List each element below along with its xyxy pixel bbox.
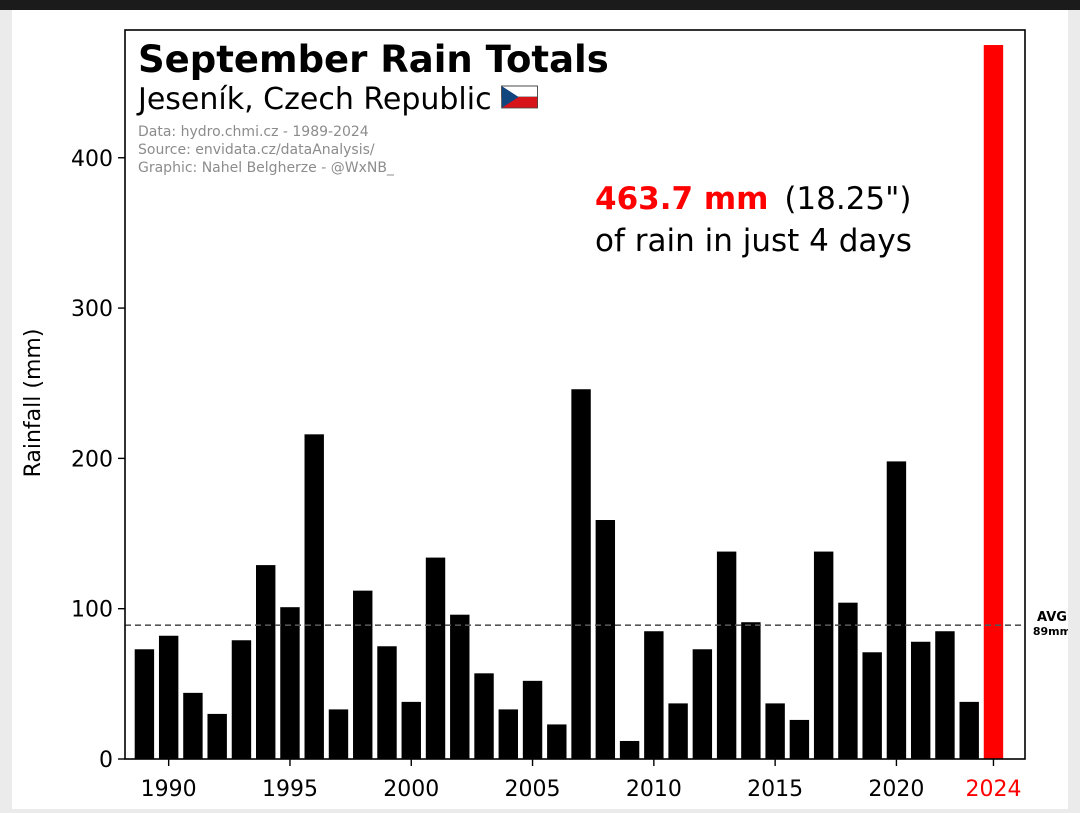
x-tick-label-2024: 2024 (965, 777, 1021, 802)
plot-frame (124, 29, 1026, 760)
x-tick-label-2010: 2010 (626, 777, 682, 802)
bar-2011 (668, 703, 688, 759)
bar-2010 (644, 631, 664, 759)
annotation-highlight: 463.7 mm (595, 181, 768, 217)
bar-2008 (595, 520, 616, 759)
bar-1992 (207, 713, 227, 759)
rain-annotation: 463.7 mm (18.25") (595, 181, 912, 217)
bar-1996 (304, 434, 324, 759)
bar-2002 (450, 614, 470, 759)
annotation-inches: (18.25") (784, 181, 911, 217)
rain-annotation-line2: of rain in just 4 days (595, 223, 912, 259)
bar-1998 (353, 590, 373, 759)
bar-1991 (183, 692, 203, 759)
bar-2003 (474, 673, 494, 759)
top-bar (0, 0, 1080, 10)
y-tick-label-100: 100 (71, 598, 113, 623)
bar-2018 (838, 602, 858, 759)
x-tick-label-2020: 2020 (868, 777, 924, 802)
bar-1993 (231, 640, 252, 759)
bar-1989 (134, 649, 155, 759)
bar-2020 (886, 461, 907, 759)
bar-2016 (789, 719, 810, 759)
bar-2023 (959, 701, 979, 759)
y-tick-label-400: 400 (71, 147, 113, 172)
czech-flag-icon (501, 85, 539, 109)
bar-2022 (935, 631, 955, 759)
y-axis: 0 100 200 300 400 (71, 147, 125, 773)
avg-label: AVG (1037, 610, 1067, 625)
chart-figure: 0 100 200 300 400 1990 1995 2000 2005 2010 2015 20… (12, 10, 1071, 809)
credit-source: Source: envidata.cz/dataAnalysis/ (138, 142, 375, 158)
bar-2024 (983, 45, 1004, 759)
bar-1999 (377, 646, 397, 759)
chart-title: September Rain Totals (138, 38, 609, 81)
x-tick-label-2015: 2015 (747, 777, 803, 802)
y-tick-label-200: 200 (71, 447, 113, 472)
x-tick-label-1995: 1995 (262, 777, 318, 802)
credit-data: Data: hydro.chmi.cz - 1989-2024 (138, 124, 369, 140)
bar-1995 (280, 607, 300, 759)
bar-1990 (158, 635, 179, 759)
bar-2006 (547, 724, 567, 759)
x-tick-label-2005: 2005 (505, 777, 561, 802)
bar-2015 (765, 703, 785, 759)
chart-subtitle: Jeseník, Czech Republic (136, 82, 492, 117)
bar-2017 (813, 551, 834, 759)
bar-2019 (862, 652, 882, 759)
x-axis: 1990 1995 2000 2005 2010 2015 2020 2024 (141, 759, 1021, 802)
bar-1997 (328, 709, 349, 759)
bars-group (134, 45, 1004, 759)
x-tick-label-1990: 1990 (141, 777, 197, 802)
bar-2013 (716, 551, 737, 759)
y-tick-label-0: 0 (99, 748, 113, 773)
x-tick-label-2000: 2000 (383, 777, 439, 802)
y-axis-label: Rainfall (mm) (21, 329, 46, 478)
bar-2012 (692, 649, 713, 759)
bar-2000 (401, 701, 421, 759)
y-tick-label-300: 300 (71, 297, 113, 322)
bar-2014 (741, 622, 761, 759)
bar-2004 (498, 709, 518, 759)
avg-value-label: 89mm (1033, 625, 1068, 638)
bar-1994 (256, 565, 276, 759)
bar-2009 (619, 740, 640, 759)
chart-svg: 0 100 200 300 400 1990 1995 2000 2005 2010 2015 20… (21, 29, 1071, 802)
bar-2021 (910, 641, 931, 759)
bar-2001 (425, 557, 446, 759)
credit-graphic: Graphic: Nahel Belgherze - @WxNB_ (138, 160, 395, 176)
bar-2007 (571, 389, 591, 759)
bar-2005 (522, 680, 543, 759)
